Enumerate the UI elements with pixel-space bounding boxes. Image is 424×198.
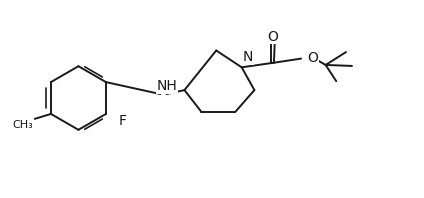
Text: O: O [267,30,278,44]
Text: CH₃: CH₃ [12,120,33,130]
Text: O: O [307,51,318,65]
Text: F: F [119,114,127,128]
Text: N: N [243,50,253,64]
Text: NH: NH [156,79,177,93]
